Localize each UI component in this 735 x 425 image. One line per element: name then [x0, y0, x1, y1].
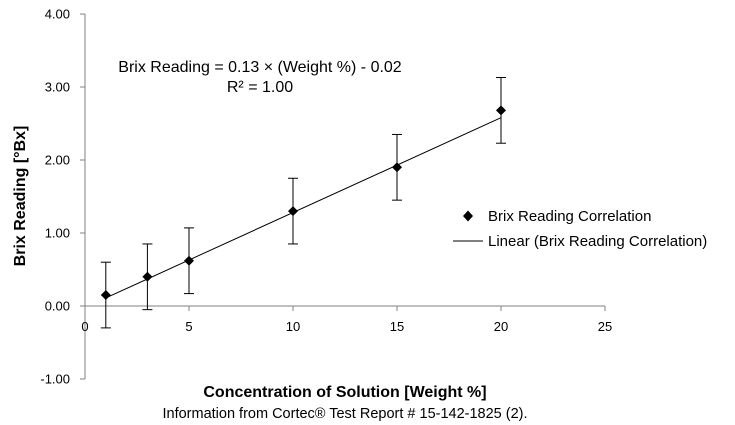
y-tick-label: 1.00 — [45, 226, 70, 241]
y-tick-label: 3.00 — [45, 80, 70, 95]
x-tick-label: 10 — [286, 319, 300, 334]
x-tick-label: 25 — [598, 319, 612, 334]
x-tick-label: 5 — [185, 319, 192, 334]
trendline-path — [105, 117, 502, 299]
legend: Brix Reading Correlation Linear (Brix Re… — [453, 208, 707, 250]
data-point — [288, 206, 298, 217]
data-point — [392, 162, 402, 173]
x-axis-title: Concentration of Solution [Weight %] — [203, 384, 486, 401]
y-tick-label: 0.00 — [45, 299, 70, 314]
data-point — [184, 255, 194, 266]
x-tick-label: 0 — [81, 319, 88, 334]
x-tick-labels: 0 5 10 15 20 25 — [81, 319, 612, 334]
y-tick-label: 2.00 — [45, 153, 70, 168]
legend-marker-diamond — [463, 210, 473, 222]
legend-label-trend: Linear (Brix Reading Correlation) — [488, 233, 707, 250]
legend-label-series: Brix Reading Correlation — [488, 208, 651, 225]
data-points — [100, 105, 506, 301]
x-tick-label: 20 — [494, 319, 508, 334]
trendline — [105, 117, 502, 299]
data-point — [142, 271, 153, 282]
r-squared-annotation: R² = 1.00 — [227, 79, 293, 96]
y-tick-label: -1.00 — [40, 372, 70, 387]
x-tick-label: 15 — [390, 319, 404, 334]
y-tick-label: 4.00 — [45, 7, 70, 22]
equation-annotation: Brix Reading = 0.13 × (Weight %) - 0.02 — [118, 59, 402, 76]
data-point — [100, 290, 111, 301]
chart-caption: Information from Cortec® Test Report # 1… — [162, 406, 527, 422]
y-axis-title: Brix Reading [°Bx] — [12, 126, 29, 267]
y-axis — [80, 13, 86, 380]
data-point — [496, 105, 506, 116]
error-bars — [100, 77, 506, 329]
y-tick-labels: -1.00 0.00 1.00 2.00 3.00 4.00 — [40, 7, 70, 387]
x-axis — [84, 305, 606, 311]
